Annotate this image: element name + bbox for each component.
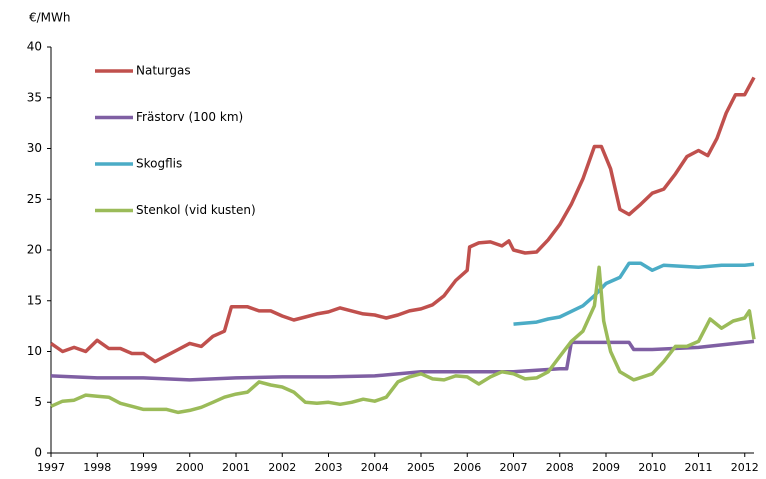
x-tick-label: 2003	[315, 461, 343, 474]
x-tick-label: 2010	[638, 461, 666, 474]
y-tick-label: 25	[27, 192, 42, 206]
y-tick-label: 0	[34, 446, 42, 460]
y-tick-label: 40	[27, 40, 42, 54]
series-line	[49, 76, 756, 364]
legend-label: Stenkol (vid kusten)	[136, 203, 256, 217]
x-tick-label: 1997	[37, 461, 65, 474]
legend-label: Skogflis	[136, 157, 182, 171]
y-tick-label: 10	[27, 344, 42, 358]
y-tick-label: 35	[27, 90, 42, 104]
y-tick-label: 20	[27, 243, 42, 257]
x-tick-label: 2008	[546, 461, 574, 474]
series-line	[513, 261, 755, 326]
y-tick-label: 30	[27, 141, 42, 155]
x-tick-label: 2000	[176, 461, 204, 474]
x-tick-label: 2007	[500, 461, 528, 474]
x-tick-label: 2009	[592, 461, 620, 474]
y-axis-label: €/MWh	[29, 11, 71, 25]
x-tick-label: 1998	[83, 461, 111, 474]
legend-label: Frästorv (100 km)	[136, 110, 243, 124]
x-tick-label: 2005	[407, 461, 435, 474]
x-tick-label: 2004	[361, 461, 389, 474]
x-tick-label: 1999	[130, 461, 158, 474]
x-tick-label: 2002	[268, 461, 296, 474]
x-tick-label: 2012	[731, 461, 759, 474]
series-line	[50, 265, 756, 415]
series-line	[50, 339, 755, 382]
x-tick-label: 2011	[685, 461, 713, 474]
y-tick-label: 15	[27, 293, 42, 307]
legend-label: Naturgas	[136, 64, 191, 78]
x-tick-label: 2006	[453, 461, 481, 474]
y-tick-label: 5	[34, 395, 42, 409]
x-tick-label: 2001	[222, 461, 250, 474]
